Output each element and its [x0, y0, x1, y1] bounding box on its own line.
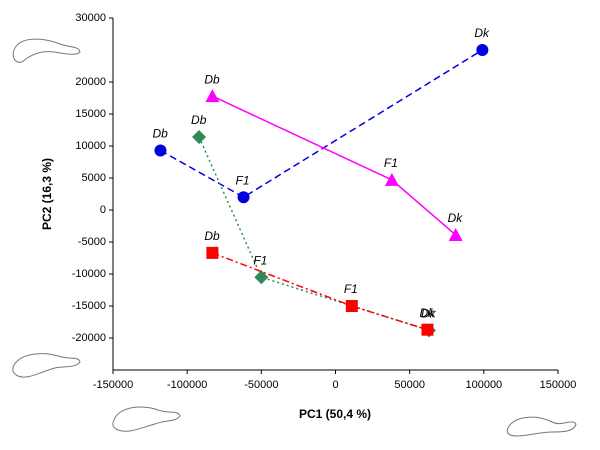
- point-label: F1: [236, 173, 250, 187]
- x-tick-label: 150000: [540, 379, 577, 391]
- x-tick-label: 0: [332, 379, 338, 391]
- point-label: Dk: [419, 306, 435, 320]
- y-tick-label: -20000: [72, 332, 106, 344]
- point-label: Db: [204, 229, 220, 243]
- series-line: [212, 95, 457, 236]
- shape-icon: [12, 38, 81, 63]
- y-tick-label: 0: [100, 204, 106, 216]
- marker: [206, 246, 219, 259]
- point-label: F1: [384, 156, 398, 170]
- marker: [237, 191, 250, 204]
- y-axis-title: PC2 (16,3 %): [40, 158, 54, 230]
- marker: [192, 130, 207, 145]
- point-label: F1: [253, 253, 267, 267]
- x-tick-label: -50000: [244, 379, 278, 391]
- point-label: Db: [191, 113, 207, 127]
- marker: [448, 227, 463, 241]
- y-tick-label: -15000: [72, 300, 106, 312]
- point-label: Db: [152, 127, 168, 141]
- x-tick-label: 50000: [394, 379, 425, 391]
- marker: [254, 270, 269, 285]
- y-tick-label: 5000: [82, 172, 106, 184]
- y-tick-label: 30000: [75, 12, 106, 24]
- y-tick-label: 20000: [75, 76, 106, 88]
- shape-icon: [506, 416, 577, 437]
- marker: [421, 323, 434, 336]
- series-line: [212, 252, 428, 331]
- point-label: Db: [204, 72, 220, 86]
- point-label: Dk: [448, 211, 464, 225]
- marker: [205, 89, 220, 103]
- y-tick-label: 15000: [75, 108, 106, 120]
- x-tick-label: 100000: [465, 379, 502, 391]
- marker: [384, 172, 399, 186]
- y-tick-label: -10000: [72, 268, 106, 280]
- marker: [476, 44, 489, 56]
- shape-icon: [112, 406, 181, 432]
- point-label: F1: [344, 282, 358, 296]
- x-axis-title: PC1 (50,4 %): [299, 407, 371, 421]
- x-tick-label: -150000: [93, 379, 133, 391]
- shape-icon: [12, 353, 81, 378]
- point-label: Dk: [421, 306, 437, 320]
- x-tick-label: -100000: [167, 379, 207, 391]
- marker: [154, 144, 167, 157]
- point-label: Dk: [474, 26, 490, 40]
- marker: [345, 300, 358, 312]
- y-tick-label: -5000: [78, 236, 106, 248]
- y-tick-label: 10000: [75, 140, 106, 152]
